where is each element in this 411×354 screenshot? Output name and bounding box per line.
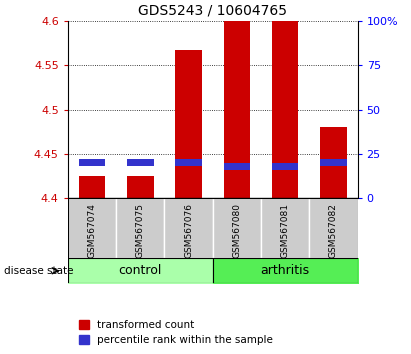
Text: control: control [118, 264, 162, 277]
Bar [320, 127, 347, 198]
FancyBboxPatch shape [261, 198, 309, 258]
FancyBboxPatch shape [213, 198, 261, 258]
Text: GSM567075: GSM567075 [136, 203, 145, 258]
FancyBboxPatch shape [309, 198, 358, 258]
Text: GSM567080: GSM567080 [232, 203, 241, 258]
Bar [127, 159, 154, 166]
Text: GSM567081: GSM567081 [281, 203, 290, 258]
FancyBboxPatch shape [116, 198, 164, 258]
Bar [272, 21, 298, 198]
Bar [79, 176, 105, 198]
FancyBboxPatch shape [68, 198, 116, 258]
Bar [175, 50, 202, 198]
Bar [272, 163, 298, 170]
Bar [175, 159, 202, 166]
Text: arthritis: arthritis [261, 264, 310, 277]
Text: GSM567076: GSM567076 [184, 203, 193, 258]
Legend: transformed count, percentile rank within the sample: transformed count, percentile rank withi… [79, 320, 273, 345]
Text: disease state: disease state [4, 266, 74, 276]
Title: GDS5243 / 10604765: GDS5243 / 10604765 [138, 3, 287, 17]
Bar [127, 176, 154, 198]
Text: GSM567082: GSM567082 [329, 203, 338, 258]
Bar [79, 159, 105, 166]
FancyBboxPatch shape [164, 198, 213, 258]
Text: GSM567074: GSM567074 [88, 203, 97, 258]
Bar [320, 159, 347, 166]
Bar [224, 163, 250, 170]
Bar [224, 21, 250, 198]
